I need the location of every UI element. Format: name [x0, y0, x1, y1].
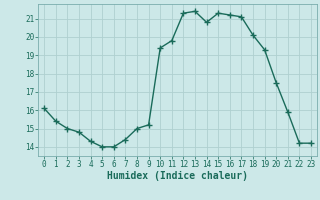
X-axis label: Humidex (Indice chaleur): Humidex (Indice chaleur)	[107, 171, 248, 181]
